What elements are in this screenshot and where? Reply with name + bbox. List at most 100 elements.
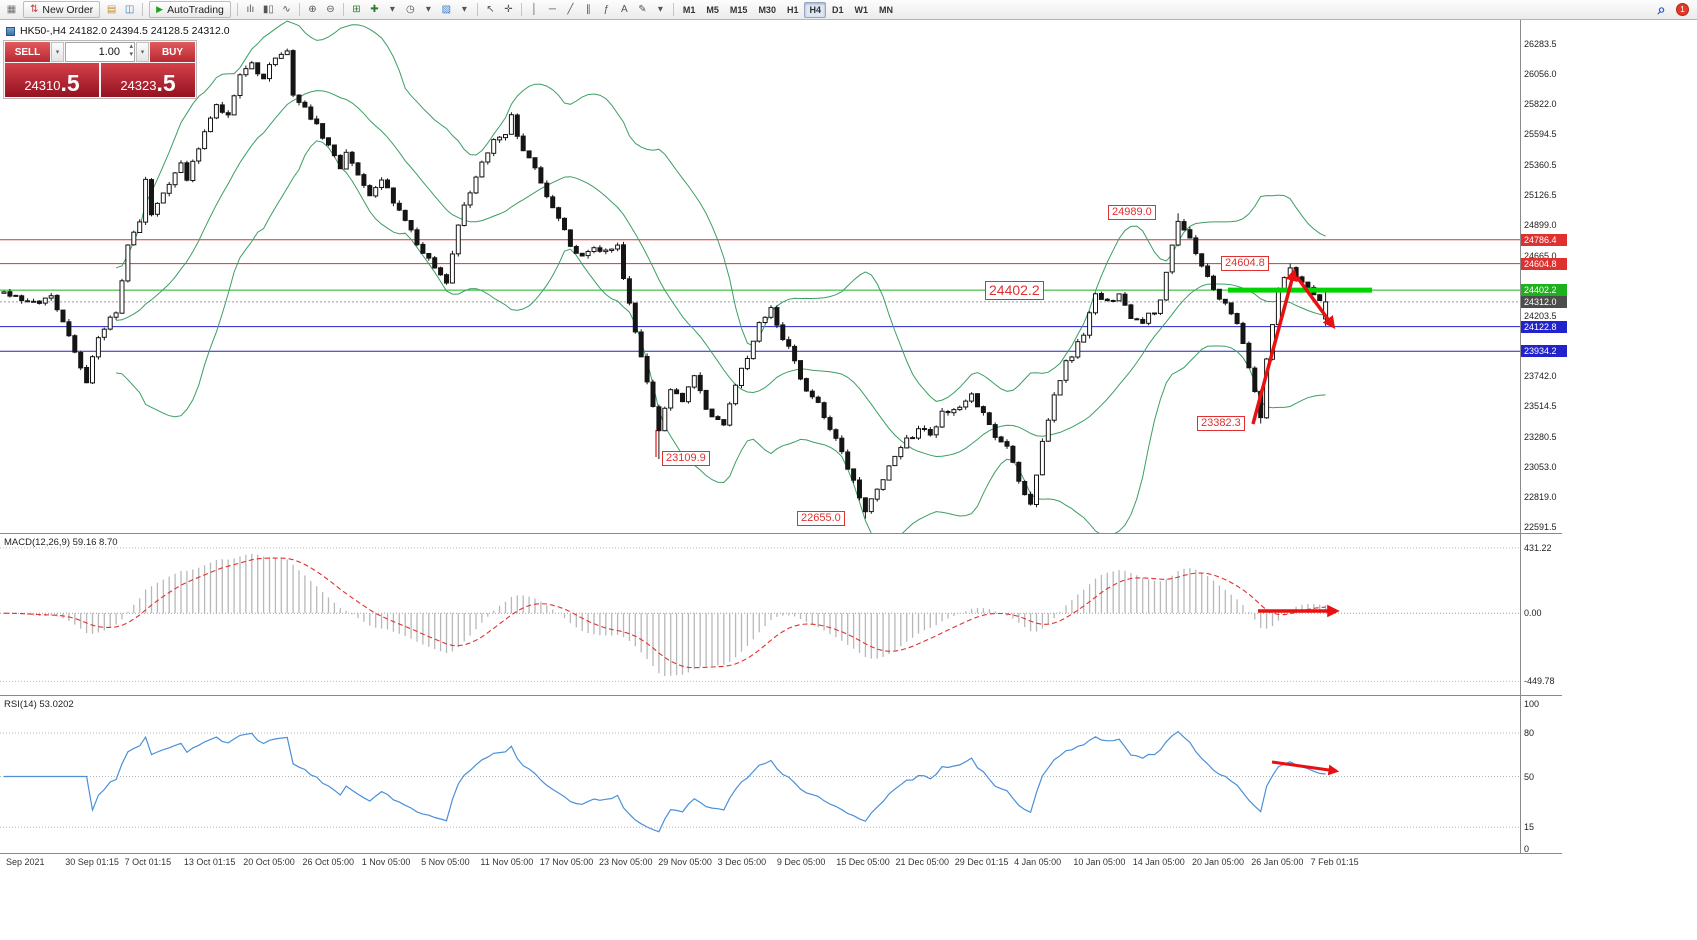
rsi-chart[interactable]	[0, 696, 1520, 853]
indicators-icon[interactable]: ✚	[370, 4, 379, 15]
price-axis-label: 24665.0	[1524, 250, 1557, 261]
periods-dropdown-icon[interactable]: ▾	[425, 4, 431, 15]
shapes-dropdown-icon[interactable]: ▾	[657, 4, 663, 15]
text-icon[interactable]: A	[621, 4, 628, 15]
crosshair-icon[interactable]: ✛	[504, 4, 513, 15]
zoom-out-icon[interactable]: ⊖	[326, 4, 335, 15]
time-axis-label: 20 Jan 05:00	[1192, 857, 1245, 867]
new-order-button[interactable]: ⇅ New Order	[23, 1, 101, 18]
notification-badge[interactable]: 1	[1676, 3, 1689, 16]
cursor-icon[interactable]: ↖	[486, 4, 495, 15]
buy-dropdown-icon[interactable]: ▾	[136, 42, 149, 62]
templates-icon[interactable]: ▨	[441, 4, 452, 15]
vertical-line-icon[interactable]: │	[531, 4, 538, 15]
time-axis-label: 1 Nov 05:00	[361, 857, 411, 867]
volume-down-icon[interactable]: ▾	[129, 51, 133, 58]
toolbar-group-tools: ılı ▮▯ ∿ ⊕ ⊖ ⊞ ✚ ▾ ◷ ▾ ▨ ▾ ↖ ✛ │ ─ ╱ ∥ ƒ A ✎ ▾	[242, 1, 669, 18]
horizontal-line-icon[interactable]: ─	[548, 4, 556, 15]
timeframe-m15[interactable]: M15	[729, 4, 748, 15]
one-click-trading-panel: SELL ▾ ▴ ▾ ▾ BUY 24310.5 24323.5	[3, 40, 197, 99]
periods-icon[interactable]: ◷	[406, 4, 415, 15]
price-axis-label: 26056.0	[1524, 68, 1557, 79]
price-axis-label: 25360.5	[1524, 159, 1557, 170]
price-callout[interactable]: 23382.3	[1197, 415, 1245, 431]
price-axis-label: 22591.5	[1524, 521, 1557, 532]
rsi-axis-label: 15	[1524, 822, 1535, 833]
timeframe-m5[interactable]: M5	[706, 4, 719, 15]
buy-button[interactable]: BUY	[150, 42, 195, 62]
price-chart-panel[interactable]	[0, 20, 1520, 533]
timeframe-buttons: M1 M5 M15 M30 H1 H4 D1 W1 MN	[678, 1, 898, 18]
new-order-icon: ⇅	[30, 4, 39, 15]
timeframe-m30[interactable]: M30	[758, 4, 776, 15]
timeframe-m1[interactable]: M1	[682, 4, 696, 15]
price-callout[interactable]: 24402.2	[985, 281, 1044, 301]
macd-chart[interactable]	[0, 534, 1520, 695]
sell-price-display[interactable]: 24310.5	[5, 63, 99, 97]
tile-windows-icon[interactable]: ⊞	[352, 4, 361, 15]
indicators-dropdown-icon[interactable]: ▾	[389, 4, 395, 15]
buy-price-display[interactable]: 24323.5	[101, 63, 195, 97]
time-axis-label: 29 Dec 01:15	[954, 857, 1009, 867]
candlestick-chart[interactable]	[0, 20, 1520, 533]
time-axis-label: 29 Nov 05:00	[658, 857, 712, 867]
rsi-axis-label: 0	[1524, 844, 1530, 854]
timeframe-w1[interactable]: W1	[854, 4, 869, 15]
toolbar-separator	[298, 3, 300, 16]
price-callout[interactable]: 24989.0	[1108, 205, 1156, 221]
price-axis-label: 23742.0	[1524, 371, 1557, 382]
candlestick-chart-icon[interactable]: ▮▯	[262, 4, 274, 15]
autotrading-label: AutoTrading	[167, 3, 224, 16]
market-watch-icon[interactable]: ▤	[106, 4, 117, 15]
time-axis-label: 5 Nov 05:00	[421, 857, 470, 867]
new-order-label: New Order	[42, 3, 94, 16]
price-callout[interactable]: 23109.9	[662, 451, 710, 467]
volume-up-icon[interactable]: ▴	[129, 43, 133, 50]
templates-dropdown-icon[interactable]: ▾	[461, 4, 467, 15]
toolbar-separator	[672, 3, 674, 16]
rsi-panel[interactable]	[0, 696, 1520, 853]
toolbar-group-chart: ▦	[3, 1, 20, 18]
trendline-icon[interactable]: ╱	[567, 4, 574, 15]
macd-panel[interactable]	[0, 534, 1520, 695]
price-level-badge: 24786.4	[1521, 233, 1567, 246]
price-level-badge: 24402.2	[1521, 284, 1567, 297]
autotrading-button[interactable]: ▶ AutoTrading	[149, 1, 231, 18]
line-chart-icon[interactable]: ∿	[282, 4, 291, 15]
price-axis-label: 23514.5	[1524, 401, 1557, 412]
sell-dropdown-icon[interactable]: ▾	[51, 42, 64, 62]
time-axis-label: 30 Sep 01:15	[65, 857, 119, 867]
chart-symbol-icon	[6, 26, 15, 36]
time-axis-label: 13 Oct 01:15	[183, 857, 236, 867]
toolbar-group-panels: ▤ ◫	[103, 1, 138, 18]
price-axis-label: 22819.0	[1524, 492, 1557, 503]
autotrading-icon: ▶	[156, 4, 164, 14]
new-chart-icon[interactable]: ▦	[6, 4, 17, 15]
time-axis-label: 4 Jan 05:00	[1014, 857, 1062, 867]
toolbar-separator	[342, 3, 344, 16]
channel-icon[interactable]: ∥	[585, 4, 591, 15]
search-icon[interactable]: ⌕	[1657, 1, 1666, 17]
price-callout[interactable]: 22655.0	[797, 510, 845, 526]
macd-axis-label: -449.78	[1524, 676, 1555, 687]
timeframe-h1[interactable]: H1	[786, 4, 799, 15]
fibonacci-icon[interactable]: ƒ	[603, 4, 610, 15]
toolbar: ▦ ⇅ New Order ▤ ◫ ▶ AutoTrading ılı ▮▯ ∿ ⊕ ⊖ ⊞…	[0, 0, 1697, 20]
navigator-icon[interactable]: ◫	[124, 4, 135, 15]
timeframe-h4[interactable]: H4	[804, 1, 826, 18]
time-axis-label: 11 Nov 05:00	[480, 857, 534, 867]
bar-chart-icon[interactable]: ılı	[246, 4, 255, 15]
toolbar-separator	[476, 3, 478, 16]
timeframe-d1[interactable]: D1	[831, 4, 844, 15]
price-axis-label: 23053.0	[1524, 461, 1557, 472]
panel-divider[interactable]	[0, 533, 1562, 534]
time-axis-label: 26 Oct 05:00	[302, 857, 355, 867]
volume-input[interactable]	[65, 42, 135, 62]
price-callout[interactable]: 24604.8	[1221, 255, 1269, 271]
timeframe-mn[interactable]: MN	[879, 4, 893, 15]
panel-divider[interactable]	[0, 695, 1562, 696]
label-icon[interactable]: ✎	[638, 4, 647, 15]
sell-button[interactable]: SELL	[5, 42, 50, 62]
macd-label: MACD(12,26,9) 59.16 8.70	[4, 537, 118, 548]
zoom-in-icon[interactable]: ⊕	[308, 4, 317, 15]
